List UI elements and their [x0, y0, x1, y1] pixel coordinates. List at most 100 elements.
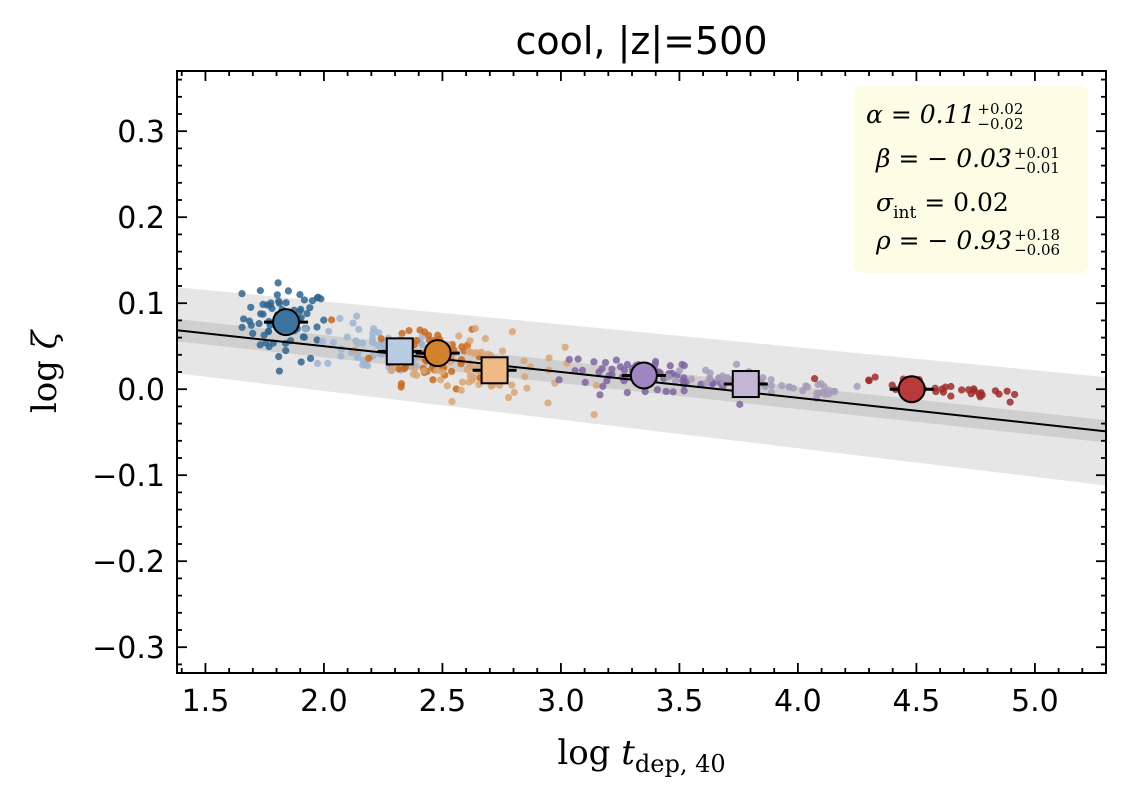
y-tick-label: 0.2: [117, 201, 165, 236]
group-7-point: [1006, 398, 1014, 406]
group-1-mean-marker: [272, 308, 301, 337]
group-3-point: [395, 365, 403, 373]
x-tick-label: 2.0: [300, 684, 348, 719]
group-4-point: [544, 399, 552, 407]
group-5-point: [662, 387, 670, 396]
alpha-value: α = 0.11: [866, 100, 976, 129]
group-5-point: [623, 360, 631, 369]
group-7-point: [888, 381, 896, 389]
group-4-point: [477, 348, 485, 356]
group-1-point: [306, 304, 314, 312]
group-2-point: [364, 362, 372, 370]
group-4-point: [412, 371, 421, 379]
group-6-point: [767, 381, 775, 390]
group-5-point: [603, 377, 611, 385]
group-4-point: [448, 397, 456, 406]
group-1-point: [297, 305, 305, 314]
group-5-point: [623, 389, 631, 397]
y-tick-label: −0.1: [92, 459, 165, 494]
group-7-point: [1011, 390, 1019, 399]
group-4-point: [590, 410, 598, 419]
group-1-point: [247, 303, 255, 311]
group-4-point: [420, 367, 428, 375]
group-3-point: [413, 336, 421, 345]
group-2-point: [324, 359, 332, 367]
group-4-point: [465, 378, 473, 386]
group-5-point: [565, 355, 573, 364]
y-tick-label: 0.3: [117, 115, 165, 150]
group-1-point: [275, 297, 283, 305]
group-2-point: [349, 319, 357, 327]
sigma-subscript: int: [893, 203, 917, 223]
rho-value: ρ = − 0.93: [876, 226, 1013, 255]
group-markers: [264, 308, 934, 404]
x-axis: 1.5 2.0 2.5 3.0 3.5 4.0 4.5 5.0: [180, 71, 1107, 719]
group-1-point: [264, 327, 273, 335]
group-6-point: [853, 382, 861, 390]
group-5-point: [555, 376, 563, 384]
group-5-point: [653, 386, 662, 394]
x-tick-label: 4.5: [893, 684, 941, 719]
group-4-point: [561, 343, 569, 351]
group-4-point: [521, 373, 529, 381]
group-4-point: [443, 382, 451, 390]
group-1-point: [256, 341, 264, 349]
x-tick-label: 3.5: [656, 684, 704, 719]
x-axis-label: log tdep, 40: [557, 733, 725, 778]
group-3-point: [327, 316, 336, 324]
beta-upper: +0.01: [1013, 143, 1060, 162]
group-1-point: [262, 339, 270, 347]
group-2-point: [355, 325, 363, 333]
group-7-point: [964, 386, 973, 394]
y-tick-label: 0.1: [117, 287, 165, 322]
rho-lower: −0.06: [1014, 240, 1061, 259]
group-1-point: [238, 323, 246, 331]
group-5-point: [608, 365, 616, 373]
group-4-point: [481, 335, 489, 343]
group-5-mean-marker: [629, 361, 658, 390]
group-2-point: [329, 338, 338, 347]
beta-stat: β = − 0.03 +0.01 −0.01: [876, 144, 1060, 176]
group-4-point: [458, 378, 467, 386]
sigma-value: = 0.02: [924, 188, 1009, 217]
group-3-mean-marker: [423, 339, 452, 368]
group-2-mean-marker: [385, 337, 414, 366]
group-6-point: [687, 375, 696, 383]
group-2-point: [313, 359, 322, 367]
group-1-point: [259, 300, 267, 309]
group-4-point: [436, 376, 445, 384]
group-4-point: [508, 328, 517, 336]
group-7-point: [995, 390, 1003, 398]
rho-stat: ρ = − 0.93 +0.18 −0.06: [876, 226, 1060, 258]
group-6-point: [732, 360, 741, 368]
group-5-point: [616, 363, 625, 371]
group-4-point: [523, 384, 531, 392]
group-6-point: [817, 380, 825, 388]
group-3-point: [398, 329, 406, 338]
group-1-point: [273, 291, 281, 299]
group-5-point: [680, 362, 688, 370]
group-7-point: [938, 385, 946, 393]
group-5-point: [590, 358, 598, 366]
group-3-point: [397, 383, 405, 391]
group-4-point: [433, 366, 441, 375]
group-1-point: [282, 347, 290, 355]
group-4-point: [466, 337, 474, 345]
group-6-point: [671, 377, 680, 385]
group-2-point: [301, 325, 310, 333]
y-tick-label: −0.2: [92, 545, 165, 580]
sigma-symbol: σ: [876, 188, 894, 217]
group-1-point: [313, 323, 321, 331]
group-6-point: [799, 387, 807, 395]
group-7-point: [871, 373, 879, 381]
x-tick-label: 2.5: [419, 684, 467, 719]
group-1-point: [249, 329, 257, 337]
group-5-point: [574, 355, 582, 363]
group-7-point: [958, 386, 966, 394]
group-1-point: [265, 301, 274, 309]
x-tick-label: 4.0: [774, 684, 822, 719]
group-4-point: [457, 386, 465, 394]
group-1-point: [239, 315, 248, 323]
sigma-stat: σint = 0.02: [876, 188, 1009, 223]
group-2-point: [370, 325, 378, 333]
